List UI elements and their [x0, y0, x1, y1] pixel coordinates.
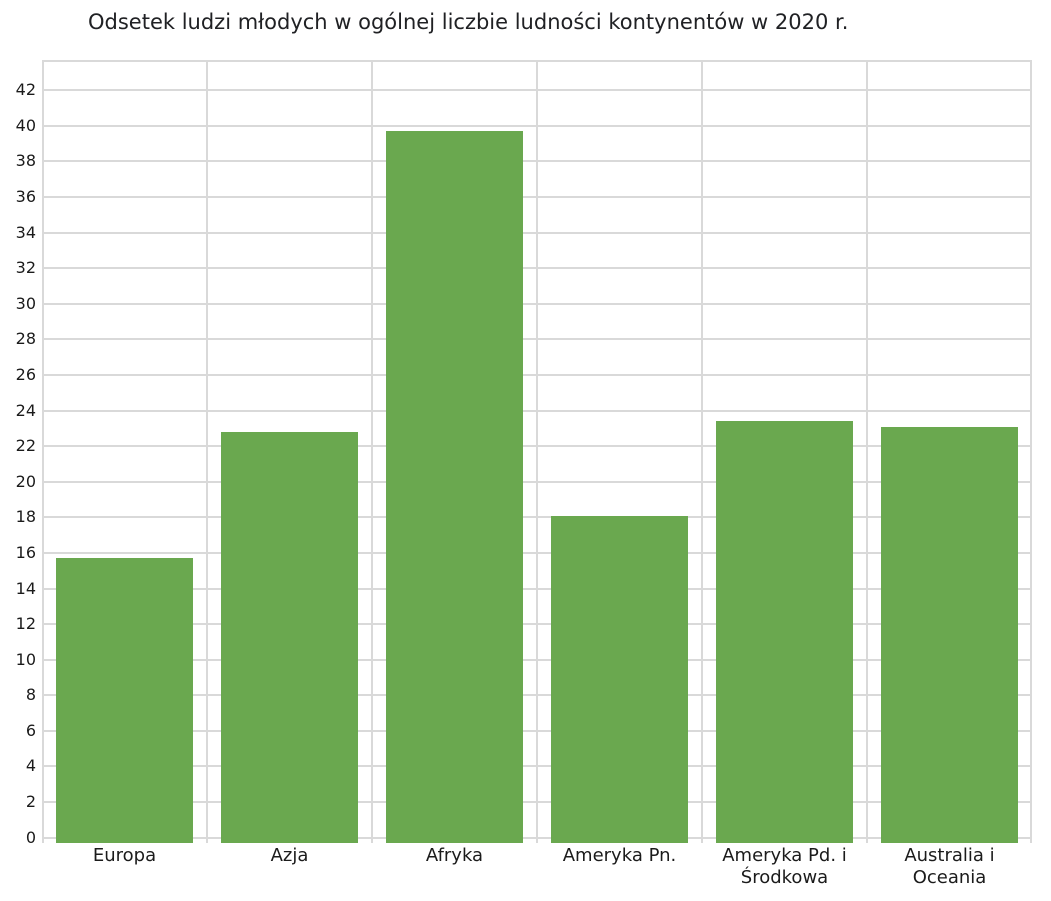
x-category-label: Europa [92, 845, 157, 866]
x-category-label: Ameryka Pd. i Środkowa [722, 845, 847, 888]
category-separator [701, 60, 703, 843]
y-tick-label: 22 [15, 436, 36, 456]
y-tick-label: 6 [25, 720, 36, 740]
y-tick-label: 18 [15, 507, 36, 527]
y-tick-label: 8 [25, 685, 36, 705]
y-tick-label: 20 [15, 471, 36, 491]
bar-europa [56, 558, 193, 843]
category-separator [536, 60, 538, 843]
y-tick-label: 36 [15, 187, 36, 207]
x-category-label: Azja [270, 845, 309, 866]
category-separator [866, 60, 868, 843]
bar-ameryka-pd-i-rodkowa [716, 421, 853, 843]
x-category-label: Australia i Oceania [904, 845, 995, 888]
y-tick-label: 14 [15, 578, 36, 598]
bar-azja [221, 431, 358, 843]
bar-australia-i-oceania [881, 426, 1018, 843]
y-tick-label: 24 [15, 400, 36, 420]
x-category-label: Ameryka Pn. [562, 845, 677, 866]
bar-afryka [386, 131, 523, 843]
y-tick-label: 40 [15, 115, 36, 135]
y-tick-label: 16 [15, 542, 36, 562]
y-tick-label: 10 [15, 649, 36, 669]
chart-title: Odsetek ludzi młodych w ogólnej liczbie … [88, 10, 849, 34]
y-tick-label: 0 [25, 827, 36, 847]
y-axis-line [42, 60, 44, 843]
category-separator [206, 60, 208, 843]
y-tick-label: 28 [15, 329, 36, 349]
y-tick-label: 30 [15, 293, 36, 313]
y-tick-label: 4 [25, 756, 36, 776]
x-category-label: Afryka [425, 845, 484, 866]
y-tick-label: 12 [15, 614, 36, 634]
y-tick-label: 42 [15, 80, 36, 100]
y-tick-label: 26 [15, 364, 36, 384]
y-tick-label: 38 [15, 151, 36, 171]
y-tick-label: 2 [25, 792, 36, 812]
y-tick-label: 32 [15, 258, 36, 278]
category-separator [371, 60, 373, 843]
bar-ameryka-pn [551, 515, 688, 843]
category-separator [1030, 60, 1032, 843]
y-tick-label: 34 [15, 222, 36, 242]
plot-area [42, 60, 1032, 843]
